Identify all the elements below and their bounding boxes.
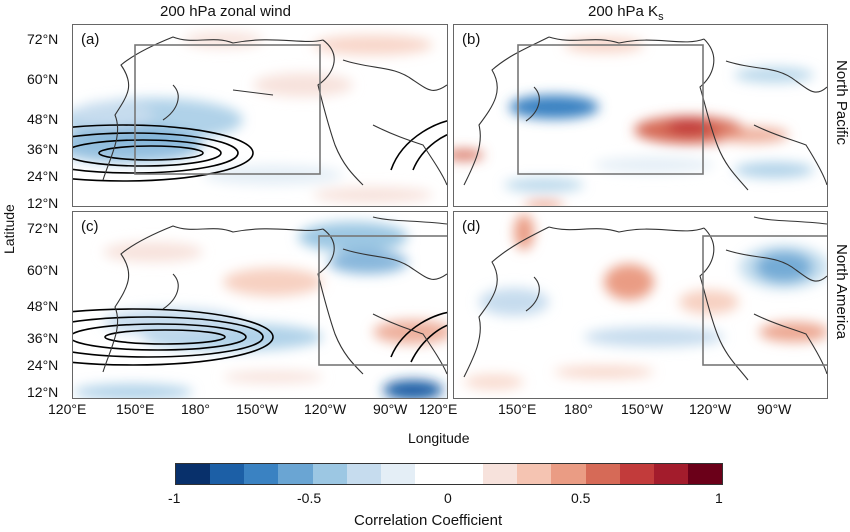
lat-tick-48n-top: 48°N [27,111,59,127]
colorbar-tick-minus-1: -1 [168,490,181,506]
colorbar-segment [517,464,552,484]
lon-tick-120w-right: 120°W [689,401,732,417]
lat-tick-60n-top: 60°N [27,71,59,87]
lat-tick-36n-bottom: 36°N [27,330,59,346]
lat-tick-72n-bottom: 72°N [27,220,59,236]
x-axis-label: Longitude [408,430,470,446]
colorbar-segment [244,464,279,484]
panel-d-ks-north-america: (d) [453,211,828,399]
lon-tick-150e-left: 150°E [116,401,155,417]
lat-tick-48n-bottom: 48°N [27,298,59,314]
panel-a-zonal-wind-north-pacific: (a) [72,24,448,207]
lat-tick-24n-bottom: 24°N [27,357,59,373]
lon-tick-90w-left: 90°W [373,401,408,417]
colorbar-segment [585,464,620,484]
row-label-north-pacific: North Pacific [833,60,850,146]
colorbar-segment [380,464,415,484]
lon-tick-120w-left: 120°W [304,401,347,417]
lat-tick-60n-bottom: 60°N [27,262,59,278]
lat-tick-36n-top: 36°N [27,141,59,157]
colorbar-segment [687,464,722,484]
lon-tick-120e-right: 120°E [419,401,458,417]
colorbar-segment [414,464,449,484]
lon-tick-150w-right: 150°W [621,401,664,417]
colorbar-tick-0-5: 0.5 [571,490,591,506]
colorbar-segment [346,464,381,484]
colorbar-segment [449,464,484,484]
lon-tick-150w-left: 150°W [236,401,279,417]
row-label-north-america: North America [833,244,850,340]
panel-b-ks-north-pacific: (b) [453,24,828,207]
lat-tick-12n-bottom: 12°N [27,384,59,400]
colorbar-segment [210,464,245,484]
panel-label-a: (a) [81,31,100,48]
colorbar-segment [619,464,654,484]
colorbar-segment [653,464,688,484]
right-column-title: 200 hPa Ks [588,3,664,23]
lon-tick-180-left: 180° [181,401,210,417]
colorbar-segment [312,464,347,484]
lon-tick-150e-right: 150°E [498,401,537,417]
lon-tick-120e-left: 120°E [48,401,87,417]
colorbar-tick-minus-0-5: -0.5 [297,490,322,506]
colorbar-tick-0: 0 [444,490,452,506]
colorbar-tick-1: 1 [715,490,723,506]
panel-label-b: (b) [462,31,481,48]
colorbar [175,463,723,485]
left-column-title: 200 hPa zonal wind [160,3,291,20]
y-axis-label: Latitude [1,204,17,254]
panel-c-zonal-wind-north-america: (c) [72,211,448,399]
panel-label-c: (c) [81,218,99,235]
lon-tick-180-right: 180° [564,401,593,417]
colorbar-segment [551,464,586,484]
colorbar-segment [278,464,313,484]
panel-label-d: (d) [462,218,481,235]
colorbar-title: Correlation Coefficient [354,512,503,529]
lat-tick-72n-top: 72°N [27,31,59,47]
colorbar-segment [483,464,518,484]
colorbar-segment [176,464,211,484]
lon-tick-90w-right: 90°W [757,401,792,417]
lat-tick-12n-top: 12°N [27,195,59,211]
lat-tick-24n-top: 24°N [27,168,59,184]
